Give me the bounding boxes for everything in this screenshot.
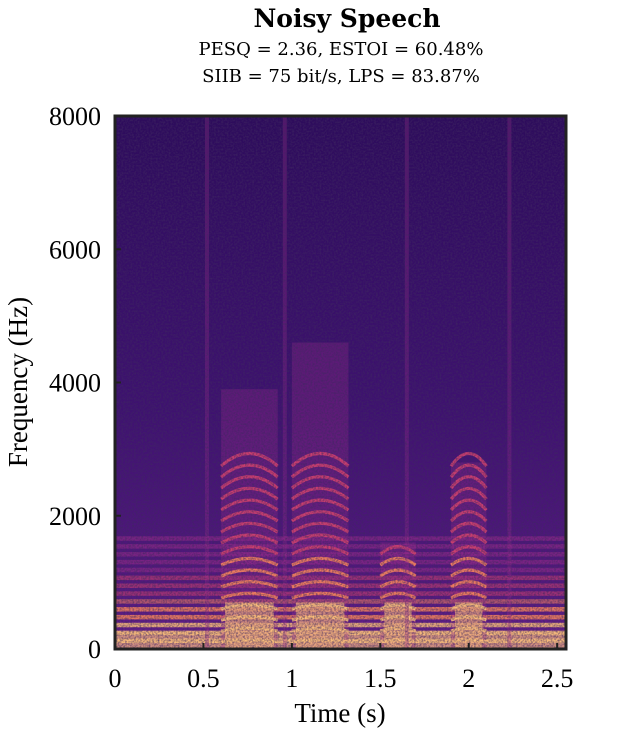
noise-texture [115, 116, 566, 649]
y-axis: 0 2000 4000 6000 8000 [49, 102, 121, 664]
x-axis: 0 0.5 1 1.5 2 2.5 [109, 643, 574, 693]
y-tick-label: 0 [88, 635, 101, 664]
plot-area [115, 116, 566, 649]
chart-subtitle-2: SIIB = 75 bit/s, LPS = 83.87% [202, 66, 480, 87]
y-tick-label: 2000 [49, 502, 101, 531]
x-tick-label: 1 [285, 664, 298, 693]
y-tick-label: 6000 [49, 235, 101, 264]
y-axis-label: Frequency (Hz) [3, 297, 33, 467]
x-tick-label: 2.5 [541, 664, 574, 693]
y-tick-label: 8000 [49, 102, 101, 131]
x-tick-label: 0 [109, 664, 122, 693]
x-tick-label: 2 [462, 664, 475, 693]
chart-subtitle-1: PESQ = 2.36, ESTOI = 60.48% [199, 39, 484, 60]
x-tick-label: 0.5 [187, 664, 220, 693]
x-tick-label: 1.5 [364, 664, 397, 693]
y-tick-label: 4000 [49, 369, 101, 398]
chart-title: Noisy Speech [253, 4, 440, 33]
x-axis-label: Time (s) [294, 698, 385, 728]
